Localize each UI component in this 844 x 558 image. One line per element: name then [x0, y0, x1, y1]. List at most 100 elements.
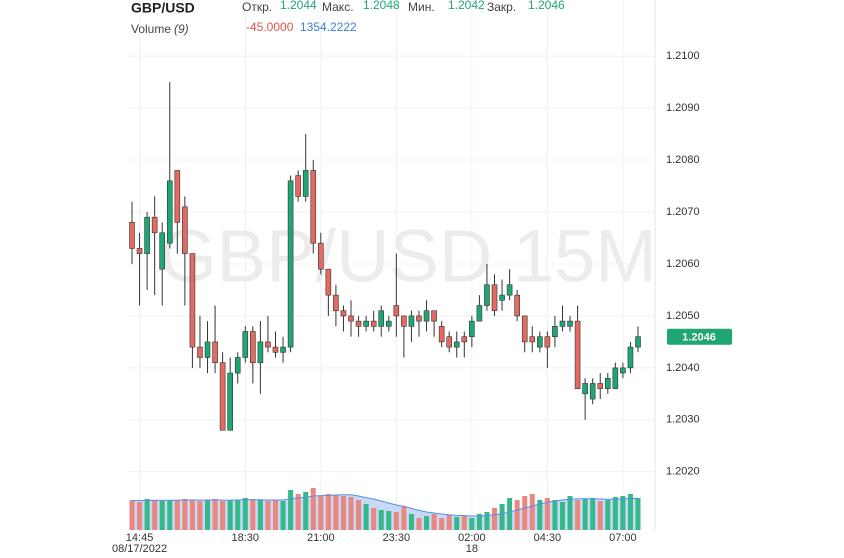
- volume-bar: [416, 518, 422, 530]
- y-tick-label: 1.2040: [666, 362, 700, 374]
- candle-body: [476, 305, 483, 322]
- candle-body: [552, 326, 558, 338]
- candle-body: [469, 320, 475, 338]
- volume-bar: [439, 518, 445, 530]
- volume-bar: [167, 500, 173, 530]
- candle-body: [597, 383, 604, 389]
- x-tick-label: 07:00: [609, 532, 637, 544]
- watermark: GBP/USD 15M: [159, 215, 657, 298]
- candle-body: [612, 367, 619, 389]
- y-tick-label: 1.2080: [666, 154, 700, 166]
- volume-bar: [597, 501, 603, 530]
- candle-body: [521, 315, 528, 343]
- y-tick-label: 1.2050: [666, 310, 700, 322]
- volume-bar: [627, 494, 633, 530]
- volume-ma-line: [131, 494, 638, 517]
- x-tick-label: 18:30: [232, 532, 260, 544]
- volume-bar: [454, 517, 460, 530]
- y-tick-label: 1.2070: [666, 206, 700, 218]
- candle-body: [129, 222, 135, 249]
- candle-body: [136, 248, 143, 254]
- candle-body: [272, 346, 279, 353]
- last-price-tag: [667, 328, 732, 345]
- volume-bar: [265, 501, 271, 530]
- candle-body: [401, 315, 407, 327]
- ohlc-label: Откр.: [242, 0, 272, 14]
- candle-body: [189, 253, 196, 348]
- ohlc-label: Закр.: [487, 0, 516, 14]
- candle-body: [431, 310, 437, 322]
- candle-body: [416, 315, 422, 322]
- volume-bar: [507, 498, 513, 530]
- volume-bar: [129, 500, 135, 530]
- x-tick-label: 14:45: [126, 532, 154, 544]
- volume-bar: [424, 516, 430, 530]
- volume-bar: [235, 500, 241, 530]
- candle-body: [204, 341, 211, 358]
- candle-body: [227, 372, 233, 431]
- candle-body: [491, 284, 498, 312]
- volume-bar: [303, 492, 309, 530]
- candle-body: [166, 180, 173, 244]
- volume-bar: [363, 504, 369, 530]
- volume-bar: [605, 500, 611, 530]
- ohlc-label: Макс.: [322, 0, 354, 14]
- candle-body: [182, 206, 188, 254]
- volume-bar: [401, 506, 407, 530]
- candle-body: [574, 320, 581, 389]
- candle-body: [159, 232, 166, 270]
- volume-bar: [205, 500, 211, 530]
- candle-body: [438, 326, 445, 343]
- candle-body: [506, 284, 513, 296]
- volume-bar: [476, 514, 482, 530]
- y-tick-label: 1.2090: [666, 102, 700, 114]
- volume-label: Volume: [131, 22, 171, 36]
- chart-title: GBP/USD: [131, 0, 195, 16]
- x-tick-label: 02:00: [458, 532, 486, 544]
- volume-bar: [567, 496, 573, 530]
- candle-body: [589, 383, 596, 400]
- volume-bar: [522, 496, 528, 530]
- candle-body: [582, 383, 588, 395]
- volume-bar: [393, 512, 399, 530]
- candle-body: [393, 305, 400, 317]
- y-tick-label: 1.2060: [666, 258, 700, 270]
- volume-bar: [612, 497, 618, 530]
- candle-body: [219, 362, 226, 431]
- candle-body: [627, 346, 634, 369]
- volume-bar: [371, 508, 377, 530]
- volume-bar: [250, 499, 256, 530]
- volume-bar: [182, 499, 188, 530]
- last-price-label: 1.2046: [682, 332, 716, 344]
- volume-bar: [348, 497, 354, 530]
- candle-body: [212, 341, 218, 363]
- y-tick-label: 1.2030: [666, 414, 700, 426]
- volume-bar: [590, 498, 596, 530]
- volume-bar: [189, 500, 195, 530]
- candle-body: [620, 367, 626, 374]
- volume-bar: [295, 494, 301, 530]
- volume-change: -45.0000: [246, 20, 294, 34]
- candle-body: [567, 320, 573, 327]
- volume-bar: [461, 516, 467, 530]
- volume-bar: [288, 490, 294, 530]
- candle-body: [385, 320, 392, 327]
- volume-bar: [340, 496, 346, 530]
- ohlc-value: 1.2046: [528, 0, 565, 12]
- volume-bar: [537, 500, 543, 530]
- volume-bar: [514, 500, 520, 530]
- candle-body: [604, 377, 611, 389]
- volume-bar: [559, 502, 565, 530]
- ohlc-value: 1.2048: [363, 0, 400, 12]
- volume-bar: [280, 501, 286, 530]
- volume-bar: [220, 501, 226, 530]
- candle-body: [348, 315, 354, 322]
- volume-bar: [378, 510, 384, 530]
- volume-bar: [325, 494, 331, 530]
- candle-body: [151, 216, 158, 234]
- candle-body: [234, 357, 241, 374]
- candle-body: [378, 310, 385, 327]
- candle-body: [242, 331, 249, 358]
- volume-bar: [272, 500, 278, 530]
- candle-body: [287, 180, 294, 348]
